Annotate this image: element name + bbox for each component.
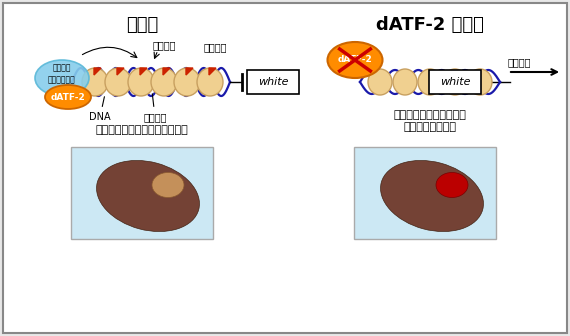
Ellipse shape: [381, 161, 483, 232]
Ellipse shape: [151, 68, 177, 96]
Ellipse shape: [443, 69, 467, 95]
Polygon shape: [117, 68, 124, 75]
Polygon shape: [94, 68, 101, 75]
Text: ヒストン
メチル化酵素: ヒストン メチル化酵素: [48, 63, 76, 85]
Text: white: white: [439, 77, 470, 87]
Text: ヒストン: ヒストン: [143, 94, 167, 122]
Text: DNA: DNA: [89, 97, 111, 122]
Ellipse shape: [328, 42, 382, 78]
FancyBboxPatch shape: [247, 70, 299, 94]
Polygon shape: [186, 68, 193, 75]
Ellipse shape: [128, 68, 154, 96]
Text: ヘテロクロマチンの破壊: ヘテロクロマチンの破壊: [393, 110, 466, 120]
Ellipse shape: [105, 68, 131, 96]
Text: 野生型: 野生型: [126, 16, 158, 34]
Text: dATF-2 変異体: dATF-2 変異体: [376, 16, 484, 34]
Text: white: white: [258, 77, 288, 87]
Ellipse shape: [436, 172, 468, 198]
Ellipse shape: [174, 68, 200, 96]
Ellipse shape: [368, 69, 392, 95]
Text: 転写抑制: 転写抑制: [203, 42, 227, 52]
Ellipse shape: [35, 60, 89, 96]
Polygon shape: [140, 68, 147, 75]
Text: dATF-2: dATF-2: [51, 92, 86, 101]
Text: （弛緩した構造）: （弛緩した構造）: [404, 122, 457, 132]
Polygon shape: [163, 68, 170, 75]
Text: ヘテロクロマチン（固い構造）: ヘテロクロマチン（固い構造）: [96, 125, 188, 135]
FancyBboxPatch shape: [354, 147, 496, 239]
Polygon shape: [209, 68, 216, 75]
Ellipse shape: [152, 172, 184, 198]
Ellipse shape: [393, 69, 417, 95]
Ellipse shape: [82, 68, 108, 96]
Text: メチル化: メチル化: [153, 40, 177, 50]
Ellipse shape: [197, 68, 223, 96]
Ellipse shape: [96, 161, 200, 232]
Ellipse shape: [418, 69, 442, 95]
Ellipse shape: [45, 85, 91, 109]
Text: dATF-2: dATF-2: [337, 55, 372, 65]
FancyBboxPatch shape: [429, 70, 481, 94]
Ellipse shape: [468, 69, 492, 95]
FancyBboxPatch shape: [3, 3, 567, 333]
FancyBboxPatch shape: [71, 147, 213, 239]
Text: 転写誘導: 転写誘導: [508, 57, 531, 67]
